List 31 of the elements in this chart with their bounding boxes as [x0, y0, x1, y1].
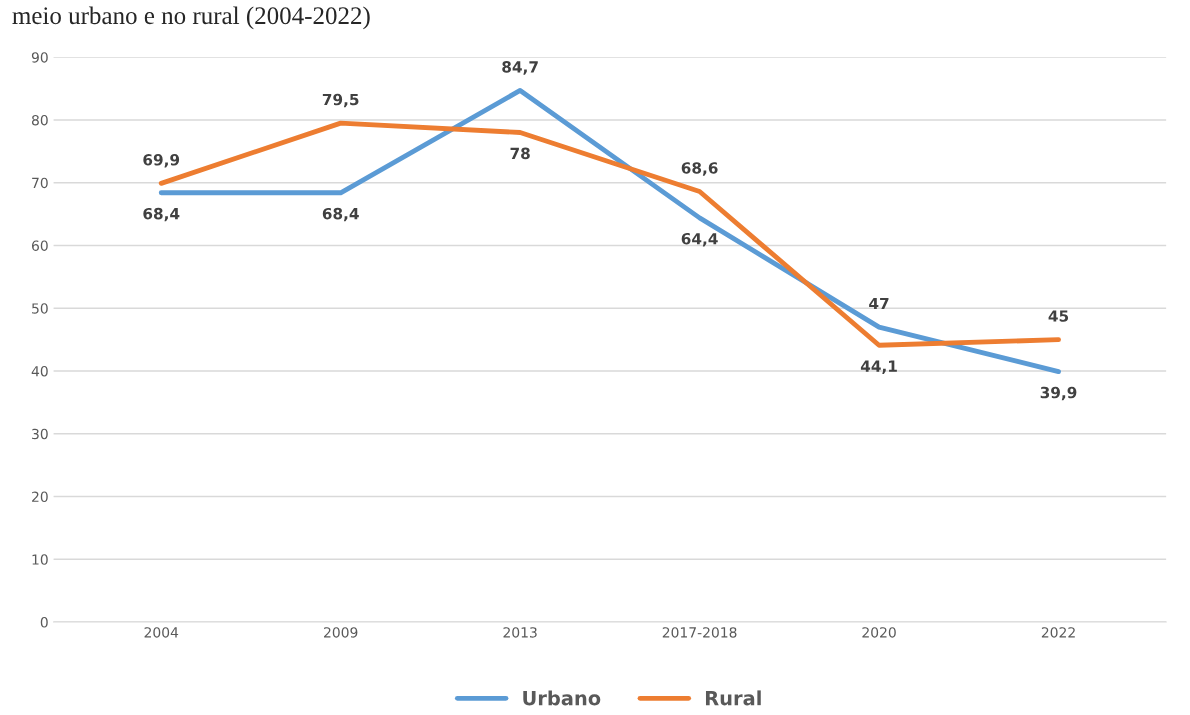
data-label: 39,9 [1040, 386, 1077, 401]
y-tick-label: 0 [40, 617, 48, 628]
x-tick-label: 2004 [144, 627, 179, 638]
data-label: 45 [1048, 310, 1069, 322]
y-tick-label: 10 [32, 554, 48, 565]
y-tick-label: 40 [31, 365, 48, 377]
x-tick-label: 2013 [503, 627, 537, 638]
data-label: 47 [869, 297, 889, 310]
data-label: 69,9 [143, 154, 180, 168]
data-label: 68,4 [322, 207, 359, 222]
chart-title: meio urbano e no rural (2004-2022) [12, 6, 370, 30]
data-label: 79,5 [322, 93, 359, 108]
y-tick-label: 30 [32, 428, 48, 440]
data-label: 68,6 [681, 162, 718, 176]
x-tick-label: 2022 [1041, 627, 1075, 638]
x-tick-label: 2017-2018 [662, 627, 737, 638]
data-label: 68,4 [143, 207, 180, 222]
data-label: 84,7 [502, 61, 538, 75]
y-tick-label: 20 [32, 491, 48, 502]
legend-label: Urbano [523, 690, 601, 706]
y-tick-label: 50 [32, 303, 48, 314]
data-label: 44,1 [860, 360, 897, 374]
y-tick-label: 80 [31, 114, 48, 126]
data-label: 78 [510, 147, 530, 160]
y-tick-label: 70 [32, 177, 48, 189]
y-tick-label: 60 [31, 240, 48, 251]
y-tick-label: 90 [31, 52, 48, 63]
x-tick-label: 2009 [324, 627, 358, 638]
legend-label: Rural [705, 690, 761, 706]
x-tick-label: 2020 [862, 627, 896, 638]
data-label: 64,4 [681, 232, 718, 247]
